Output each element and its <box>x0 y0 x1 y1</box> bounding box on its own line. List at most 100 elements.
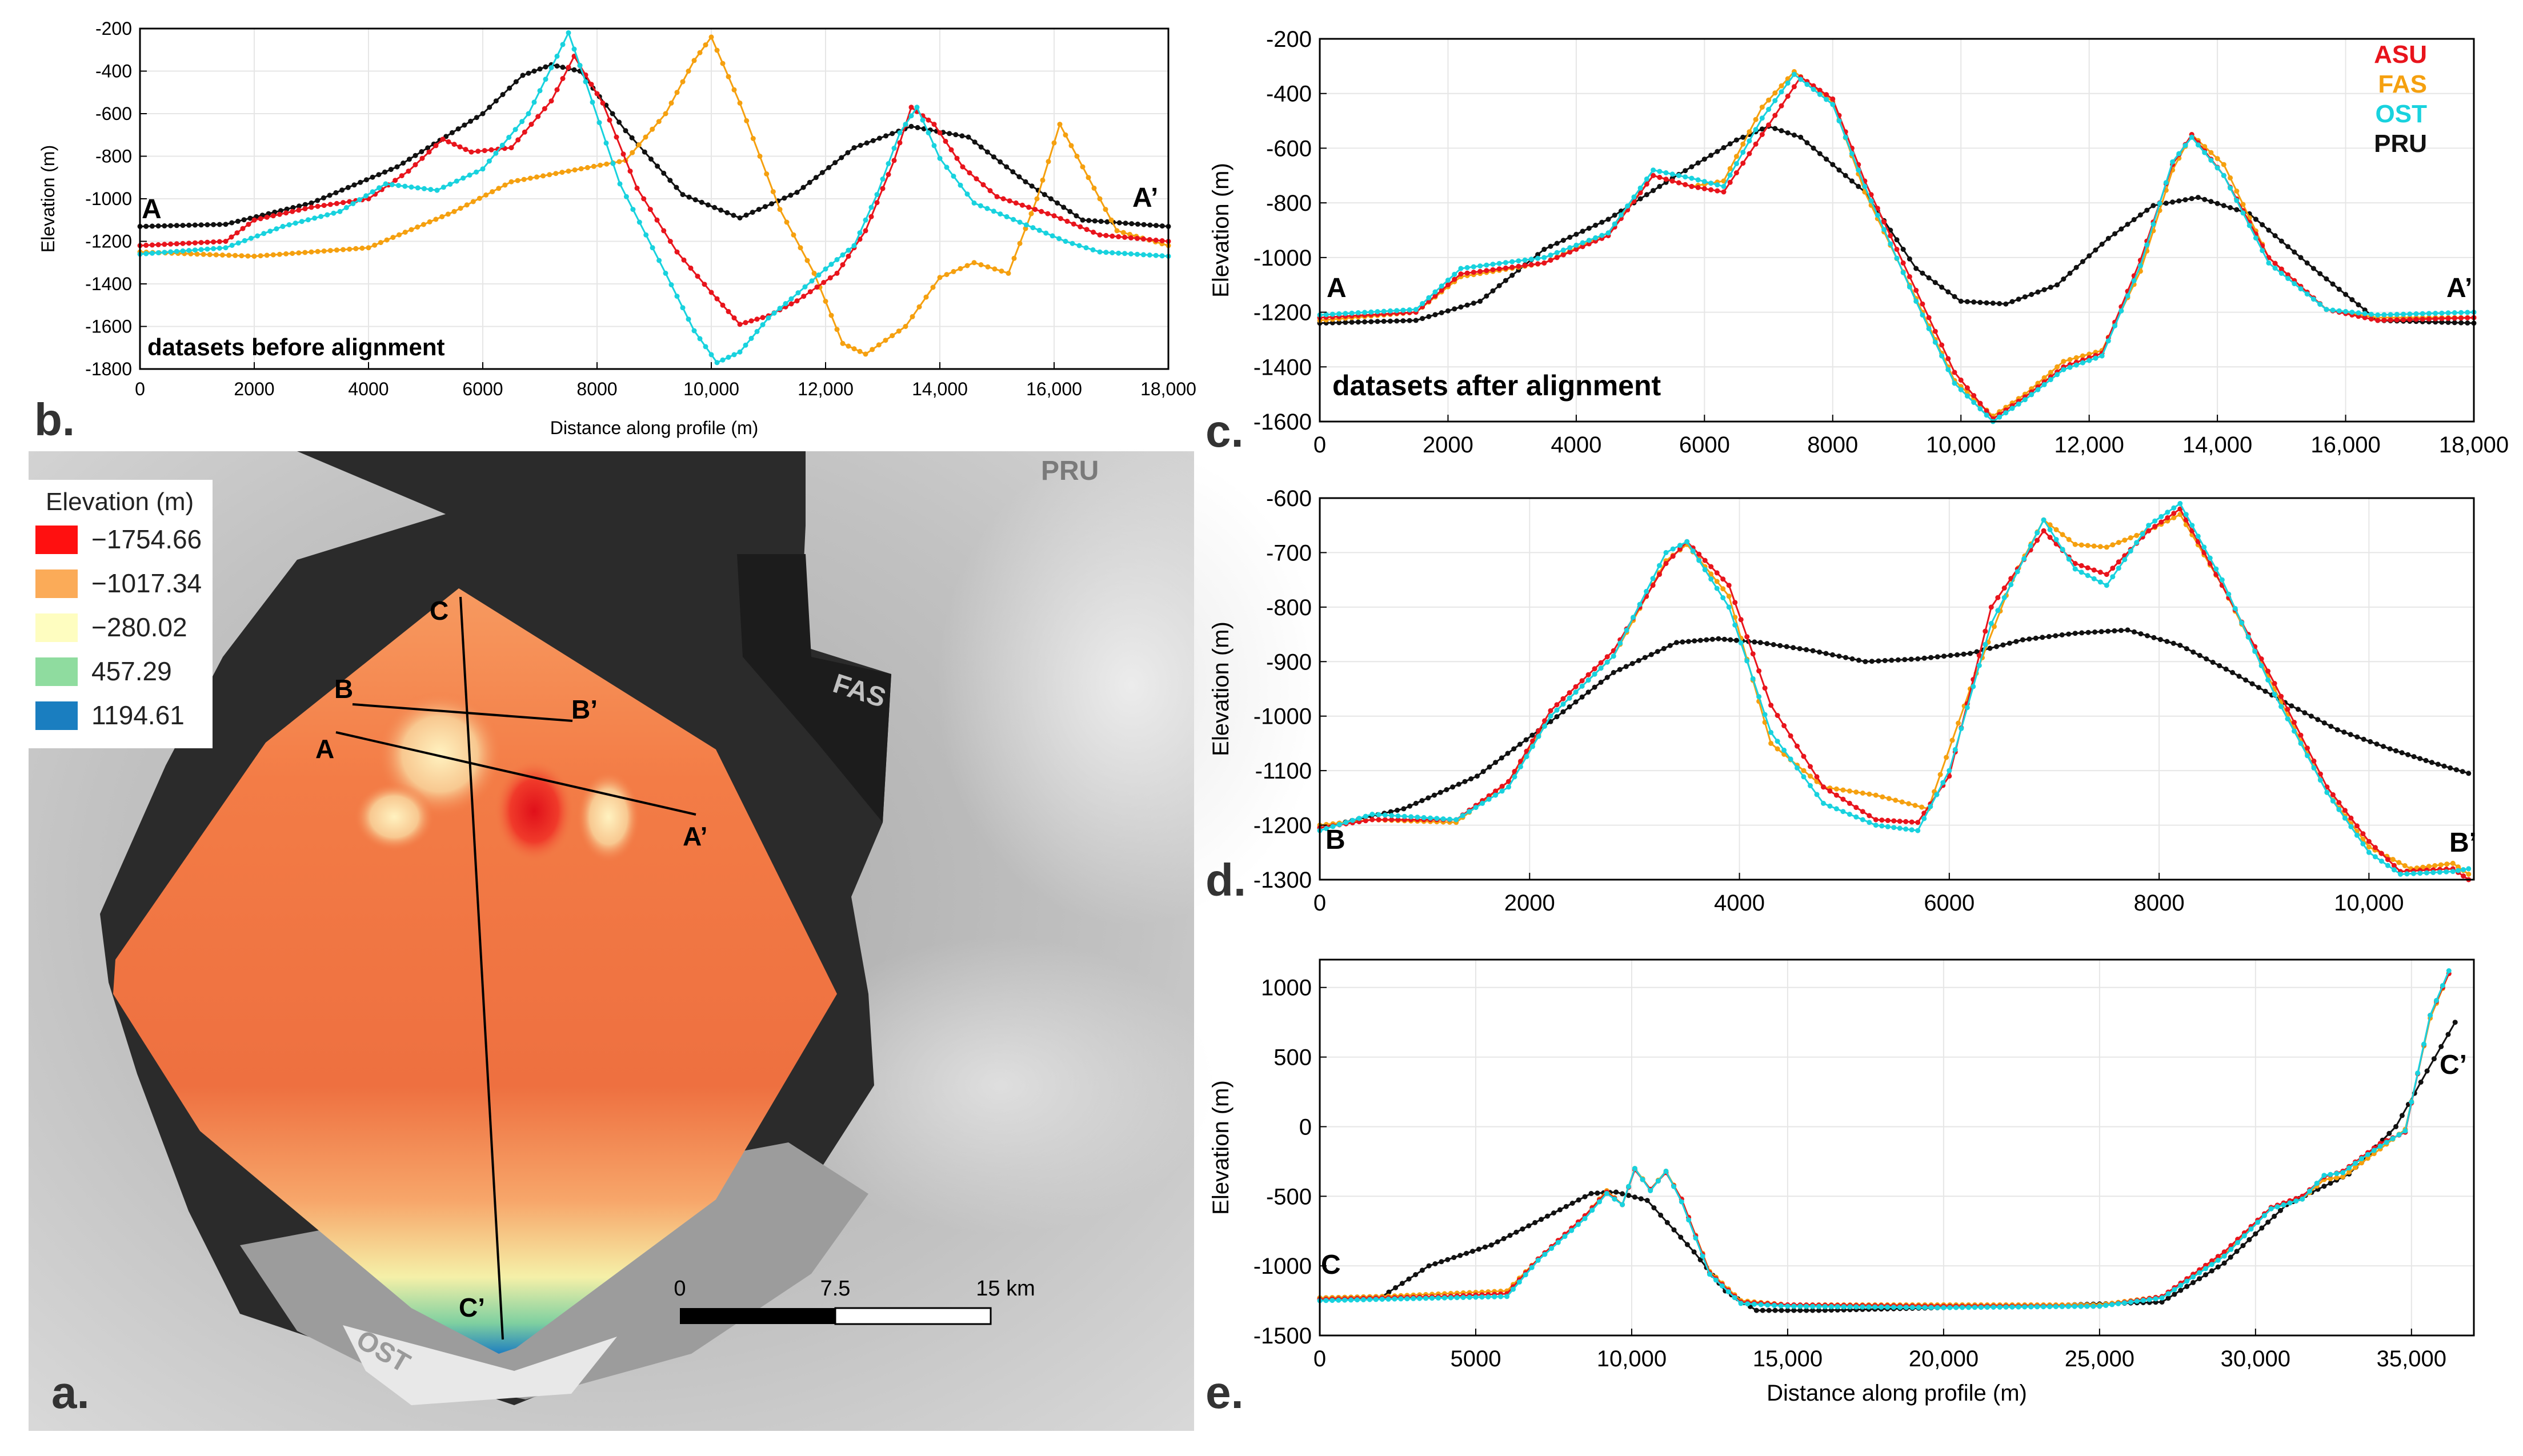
data-point <box>2272 266 2278 271</box>
data-point <box>827 275 833 280</box>
data-point <box>1575 1222 1581 1228</box>
data-point <box>2132 629 2137 635</box>
data-point <box>1750 676 1756 681</box>
data-point <box>1843 655 1848 660</box>
data-point <box>1903 826 1909 832</box>
data-point <box>2146 523 2152 528</box>
data-point <box>1560 709 1566 715</box>
data-point <box>1944 755 1949 760</box>
data-point <box>974 176 979 182</box>
data-point <box>534 174 539 180</box>
data-point <box>2285 276 2291 281</box>
data-point <box>1432 1261 1438 1266</box>
data-point <box>2324 276 2329 282</box>
data-point <box>2415 1070 2421 1076</box>
data-point <box>1492 1294 1497 1299</box>
scale-label-15-km: 15 km <box>976 1277 1035 1301</box>
y-tick-label: -900 <box>1266 649 1312 675</box>
data-point <box>2093 247 2099 253</box>
data-point <box>610 161 616 166</box>
data-point <box>1456 781 1461 787</box>
data-point <box>2435 761 2441 767</box>
data-point <box>1068 143 1074 149</box>
data-point <box>2394 311 2400 317</box>
data-point <box>680 79 686 85</box>
data-point <box>823 299 828 304</box>
data-point <box>2116 540 2121 546</box>
legend-entry-asu: ASU <box>2374 41 2427 69</box>
data-point <box>1479 1294 1485 1300</box>
data-point <box>186 222 192 228</box>
data-point <box>2207 561 2213 566</box>
data-point <box>668 100 674 106</box>
data-point <box>513 79 519 85</box>
data-point <box>1822 1303 1828 1309</box>
profile-end-label: B’ <box>2449 828 2477 858</box>
data-point <box>2214 200 2220 206</box>
data-point <box>627 169 633 174</box>
data-point <box>958 182 963 188</box>
data-point <box>1964 393 1970 399</box>
data-point <box>1994 644 1999 649</box>
plot-area <box>1320 39 2474 422</box>
data-point <box>2093 355 2099 361</box>
data-point <box>1821 784 1826 790</box>
data-point <box>2343 292 2349 297</box>
data-point <box>1560 696 1566 701</box>
data-point <box>1900 247 1906 252</box>
data-point <box>1381 308 1387 314</box>
data-point <box>2317 777 2323 783</box>
data-point <box>2035 380 2041 386</box>
data-point <box>2265 1220 2271 1225</box>
data-point <box>2453 767 2459 773</box>
data-point <box>1862 183 1868 189</box>
data-point <box>1916 1305 1921 1310</box>
data-point <box>2417 756 2423 761</box>
data-point <box>2105 235 2111 241</box>
data-point <box>984 206 990 211</box>
x-tick-label: 2000 <box>234 379 274 399</box>
data-point <box>1886 796 1892 801</box>
data-point <box>309 249 314 255</box>
data-point <box>1451 1255 1457 1260</box>
data-point <box>1738 1301 1744 1306</box>
data-point <box>1768 740 1774 746</box>
data-point <box>194 251 200 257</box>
data-point <box>325 212 330 218</box>
data-point <box>480 166 486 172</box>
data-point <box>2182 143 2188 149</box>
data-point <box>2431 1056 2437 1062</box>
data-point <box>1719 1283 1725 1289</box>
data-point <box>1413 800 1419 806</box>
data-point <box>2197 1276 2202 1282</box>
data-point <box>2137 212 2143 218</box>
data-point <box>2041 517 2047 523</box>
data-point <box>180 248 186 254</box>
data-point <box>174 248 179 254</box>
data-point <box>1011 255 1017 261</box>
data-point <box>1670 553 1676 559</box>
data-point <box>656 119 662 125</box>
data-point <box>699 199 704 205</box>
data-point <box>2087 253 2092 259</box>
data-point <box>1894 255 1900 261</box>
data-point <box>714 296 720 302</box>
data-point <box>2105 338 2111 344</box>
data-point <box>2061 276 2067 282</box>
data-point <box>2085 543 2091 548</box>
data-point <box>2055 372 2060 378</box>
data-point <box>560 76 566 81</box>
data-point <box>1586 238 1592 243</box>
data-point <box>1968 651 1973 656</box>
data-point <box>1086 218 1092 223</box>
data-point <box>617 181 623 187</box>
data-point <box>731 352 737 358</box>
data-point <box>1040 177 1046 183</box>
data-point <box>554 53 560 59</box>
data-point <box>2438 1044 2444 1049</box>
data-point <box>2022 294 2028 300</box>
data-point <box>1464 265 1470 270</box>
data-point <box>2423 757 2429 763</box>
series-line <box>139 63 1169 227</box>
data-point <box>2388 317 2393 323</box>
